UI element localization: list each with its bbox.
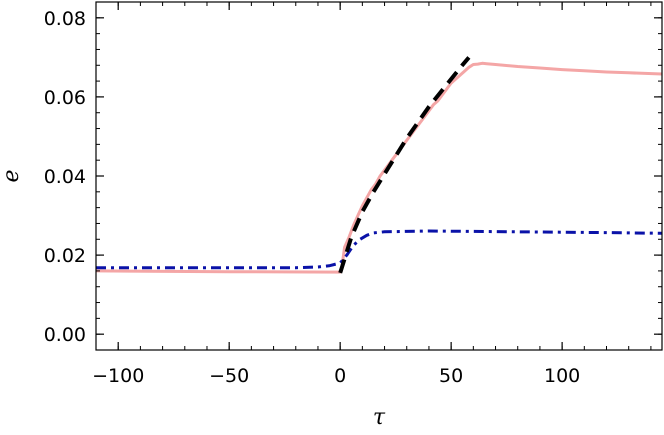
y-axis-label: e [0, 169, 24, 182]
y-tick-label: 0.04 [44, 166, 86, 188]
series-line-1 [96, 61, 662, 274]
y-tick-label: 0.06 [44, 87, 86, 109]
x-tick-label: −50 [209, 365, 249, 387]
series-layer [96, 56, 662, 274]
x-tick-label: −100 [92, 365, 144, 387]
x-axis-label: τ [373, 405, 386, 430]
y-tick-label: 0.00 [44, 324, 86, 346]
x-tick-label: 100 [544, 365, 580, 387]
x-tick-label: 50 [439, 365, 463, 387]
y-tick-label: 0.08 [44, 8, 86, 30]
ticks-layer: −100 −50 0 50 100 0.00 0.02 0.04 0.06 0.08 [44, 1, 662, 387]
x-tick-label: 0 [334, 365, 346, 387]
y-tick-label: 0.02 [44, 245, 86, 267]
series-line-2 [96, 229, 662, 270]
series-line-3 [338, 56, 471, 274]
